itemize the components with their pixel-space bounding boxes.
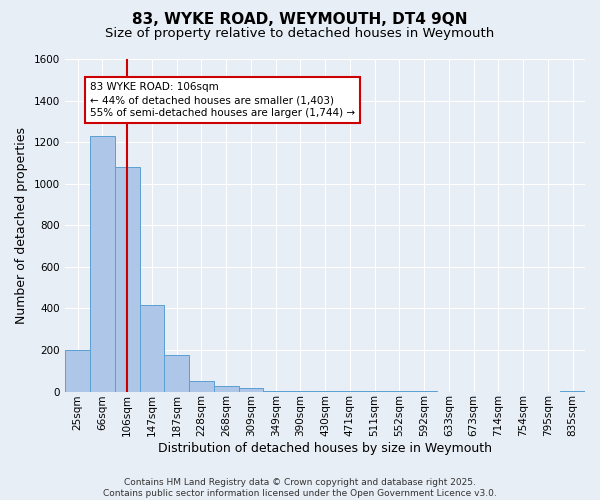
- Bar: [189, 381, 214, 392]
- Bar: [90, 136, 115, 392]
- Text: 83, WYKE ROAD, WEYMOUTH, DT4 9QN: 83, WYKE ROAD, WEYMOUTH, DT4 9QN: [132, 12, 468, 28]
- Bar: [115, 167, 140, 392]
- Text: Size of property relative to detached houses in Weymouth: Size of property relative to detached ho…: [106, 28, 494, 40]
- Bar: [288, 390, 313, 392]
- Bar: [239, 388, 263, 392]
- Y-axis label: Number of detached properties: Number of detached properties: [15, 127, 28, 324]
- Text: Contains HM Land Registry data © Crown copyright and database right 2025.
Contai: Contains HM Land Registry data © Crown c…: [103, 478, 497, 498]
- Bar: [214, 386, 239, 392]
- Bar: [313, 391, 338, 392]
- Bar: [263, 390, 288, 392]
- Bar: [65, 350, 90, 392]
- Bar: [140, 306, 164, 392]
- Bar: [164, 355, 189, 392]
- X-axis label: Distribution of detached houses by size in Weymouth: Distribution of detached houses by size …: [158, 442, 492, 455]
- Text: 83 WYKE ROAD: 106sqm
← 44% of detached houses are smaller (1,403)
55% of semi-de: 83 WYKE ROAD: 106sqm ← 44% of detached h…: [90, 82, 355, 118]
